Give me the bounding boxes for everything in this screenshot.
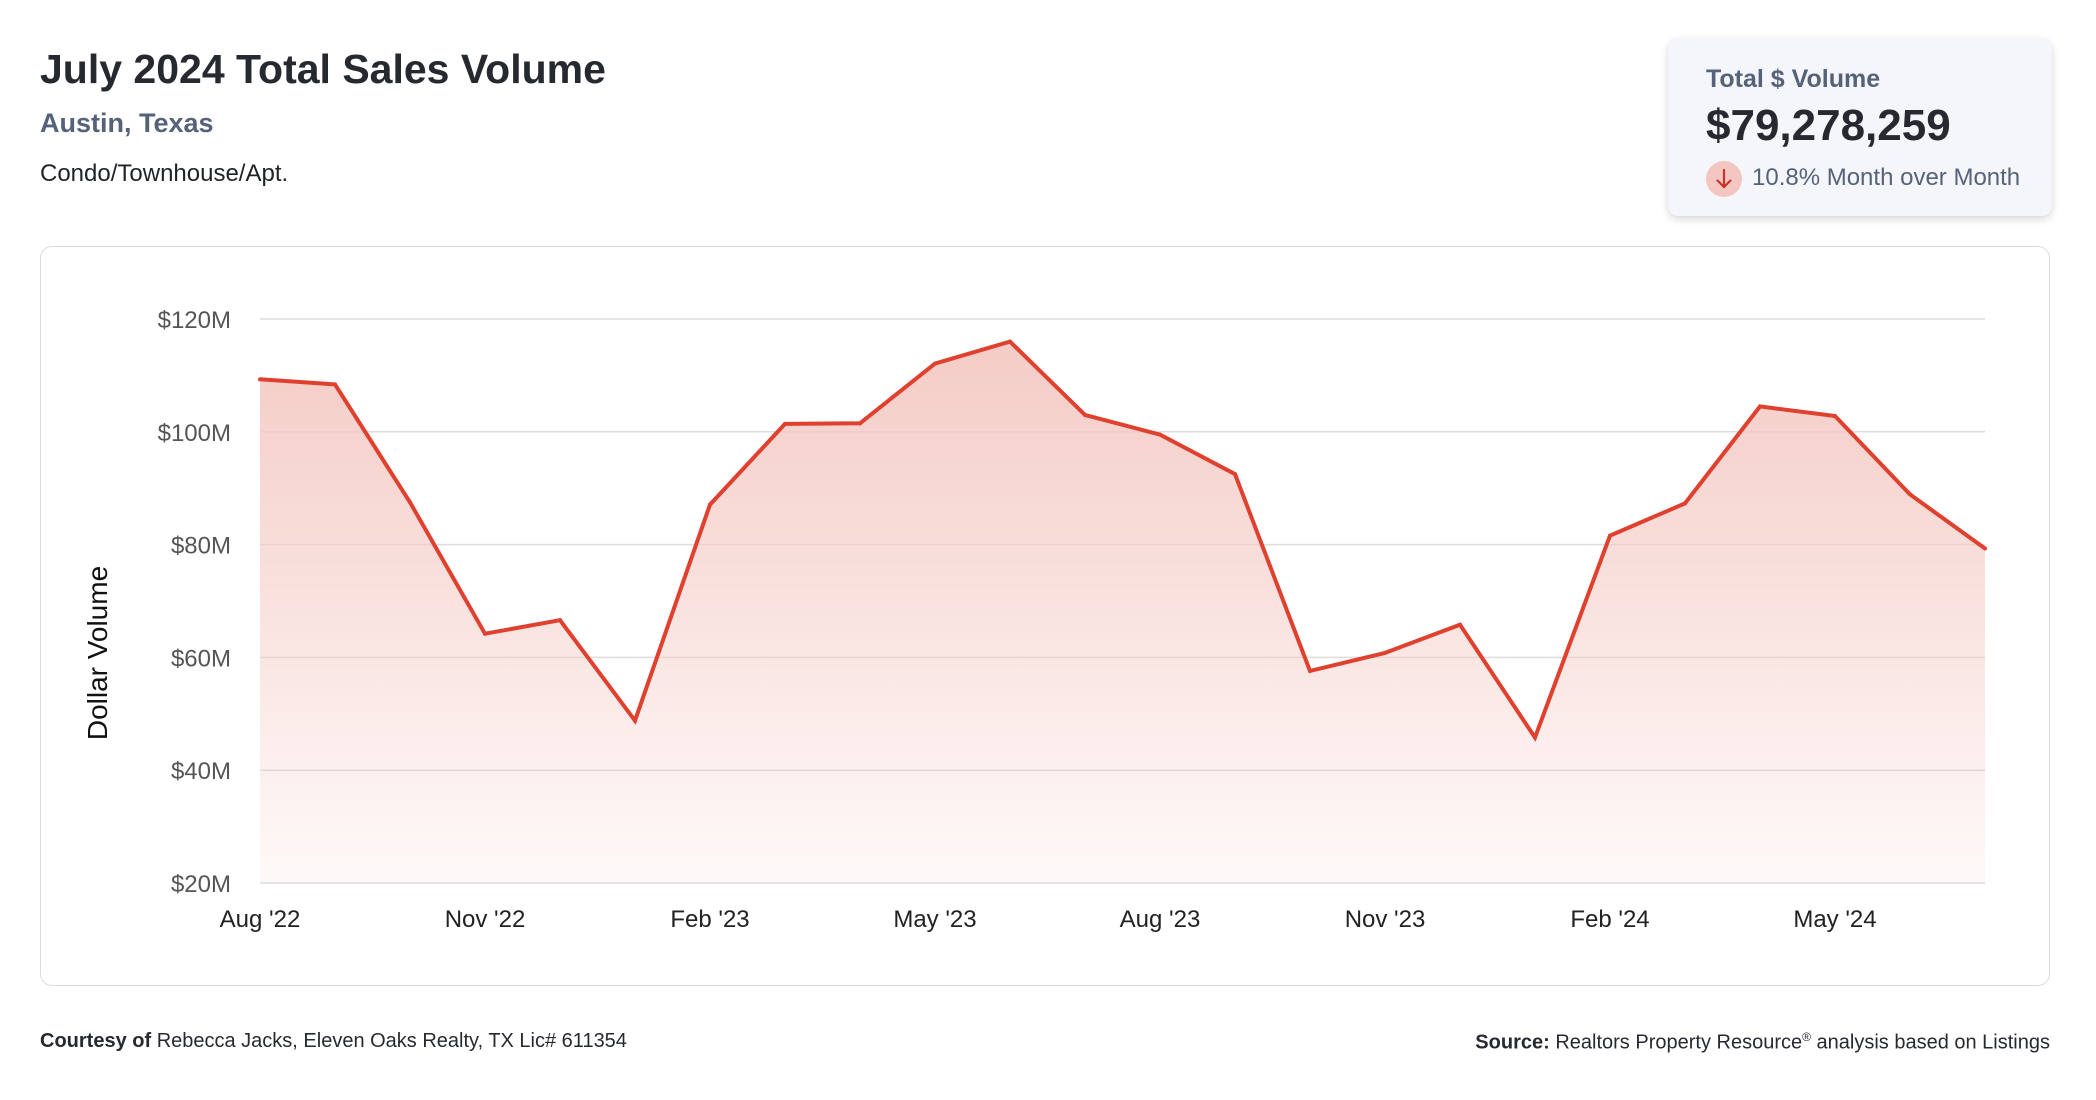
property-type-label: Condo/Townhouse/Apt. (40, 160, 289, 187)
y-tick-label: $20M (171, 871, 231, 898)
data-point (1458, 622, 1462, 627)
y-tick-label: $120M (158, 307, 231, 334)
data-point (633, 718, 637, 723)
x-tick-label: Feb '23 (670, 906, 749, 933)
data-point (858, 421, 862, 426)
y-tick-label: $40M (171, 758, 231, 785)
location-subtitle: Austin, Texas (40, 108, 214, 138)
source-label: Source: (1475, 1031, 1550, 1054)
source-name: Realtors Property Resource (1555, 1031, 1803, 1054)
data-point (1758, 404, 1762, 409)
data-point (333, 382, 337, 387)
data-point (1533, 735, 1537, 740)
y-tick-label: $60M (171, 645, 231, 672)
data-point (933, 361, 937, 366)
kpi-change-text: 10.8% Month over Month (1752, 164, 2021, 191)
page-title: July 2024 Total Sales Volume (40, 46, 606, 92)
data-point (1833, 414, 1837, 419)
x-tick-label: Nov '22 (445, 906, 526, 933)
sales-volume-chart: $20M $40M $60M $80M $100M $120M Aug '22 Nov '2… (82, 307, 1987, 933)
data-point (708, 502, 712, 507)
y-axis-ticks: $20M $40M $60M $80M $100M $120M (158, 307, 231, 898)
registered-mark: ® (1802, 1030, 1811, 1044)
courtesy-footer: Courtesy of Rebecca Jacks, Eleven Oaks R… (40, 1030, 627, 1053)
data-point (783, 421, 787, 426)
series-line-group (258, 339, 1987, 742)
data-point (1683, 501, 1687, 506)
courtesy-text: Rebecca Jacks, Eleven Oaks Realty, TX Li… (156, 1030, 627, 1052)
series-line (259, 339, 1987, 742)
data-point (558, 618, 562, 623)
y-tick-label: $100M (158, 420, 231, 447)
data-point (1308, 668, 1312, 673)
data-point (1608, 533, 1612, 538)
y-axis-label: Dollar Volume (82, 566, 113, 740)
y-tick-label: $80M (171, 533, 231, 560)
area-fill-group (260, 341, 1985, 884)
data-point (408, 500, 412, 505)
data-point (483, 631, 487, 636)
kpi-value: $79,278,259 (1706, 101, 1951, 150)
data-point (1233, 472, 1237, 477)
data-point (1908, 492, 1912, 497)
x-tick-label: Aug '22 (220, 906, 301, 933)
data-point (1158, 432, 1162, 437)
source-suffix: analysis based on Listings (1816, 1031, 2050, 1054)
data-point (1983, 546, 1987, 551)
data-point (1008, 339, 1012, 344)
total-volume-card: Total $ Volume $79,278,259 10.8% Month o… (1668, 38, 2052, 216)
x-axis-ticks: Aug '22 Nov '22 Feb '23 May '23 Aug '23 Nov '… (220, 906, 1877, 933)
data-point (1083, 412, 1087, 417)
x-tick-label: Feb '24 (1570, 906, 1649, 933)
x-tick-label: May '23 (893, 906, 976, 933)
kpi-label: Total $ Volume (1706, 65, 1881, 93)
x-tick-label: Aug '23 (1120, 906, 1201, 933)
chart-panel: $20M $40M $60M $80M $100M $120M Aug '22 Nov '2… (40, 246, 2050, 986)
arrow-down-icon (1706, 161, 1742, 197)
x-tick-label: May '24 (1793, 906, 1876, 933)
data-point (1383, 650, 1387, 655)
source-footer: Source: Realtors Property Resource® anal… (1475, 1030, 2050, 1055)
area-fill (260, 341, 1985, 884)
courtesy-label: Courtesy of (40, 1030, 152, 1052)
data-point (258, 377, 262, 382)
x-tick-label: Nov '23 (1345, 906, 1426, 933)
